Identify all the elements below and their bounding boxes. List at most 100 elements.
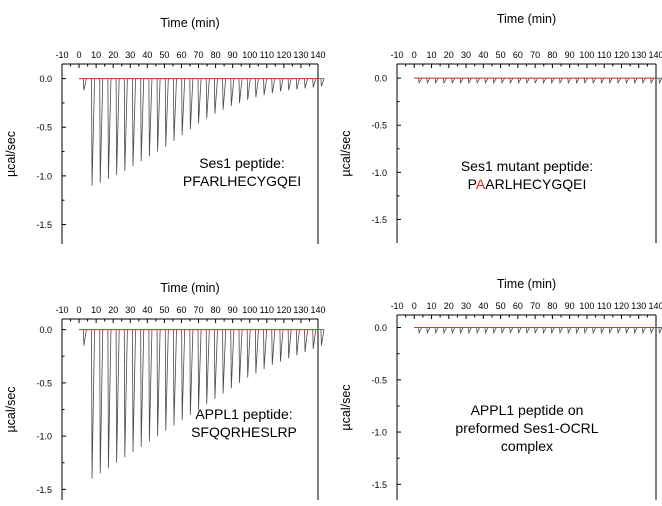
itc-panel: -10 0 10 20 30 40 50 60 70 80 90 100 110 120 130 140 0.0… xyxy=(339,277,662,500)
x-tick-label: 110 xyxy=(597,50,611,60)
y-axis-title: µcal/sec xyxy=(4,131,18,177)
x-tick-label: 30 xyxy=(125,305,135,315)
x-tick-label: 10 xyxy=(91,50,101,60)
y-tick-label: 0.0 xyxy=(374,74,387,84)
y-tick-label: -0.5 xyxy=(36,378,52,388)
x-axis-title: Time (min) xyxy=(160,281,219,295)
x-tick-label: 80 xyxy=(211,305,221,315)
x-tick-label: 140 xyxy=(648,50,662,60)
peptide-annotation-line: APPL1 peptide on xyxy=(471,402,584,418)
x-tick-label: 100 xyxy=(242,50,257,60)
x-tick-label: 130 xyxy=(293,50,308,60)
x-tick-label: 80 xyxy=(547,50,557,60)
x-tick-label: 90 xyxy=(565,50,575,60)
x-tick-label: 110 xyxy=(597,301,611,311)
peptide-annotation-line: Ses1 mutant peptide: xyxy=(461,158,593,174)
x-tick-label: -10 xyxy=(390,50,403,60)
itc-panel: -10 0 10 20 30 40 50 60 70 80 90 100 110 120 130 140 0.0… xyxy=(339,12,662,243)
x-tick-label: 70 xyxy=(194,50,204,60)
x-tick-label: 0 xyxy=(412,301,417,311)
y-tick-label: 0.0 xyxy=(39,74,52,84)
y-tick-label: -1.0 xyxy=(36,432,52,442)
mutated-residue: A xyxy=(476,176,486,192)
x-tick-label: 40 xyxy=(142,305,152,315)
y-axis-title: µcal/sec xyxy=(339,384,353,430)
peptide-annotation-line: PAARLHECYGQEI xyxy=(468,176,587,192)
y-tick-label: -1.0 xyxy=(36,171,52,181)
x-tick-label: 50 xyxy=(159,305,169,315)
y-tick-label: -1.5 xyxy=(371,480,387,490)
x-tick-label: 80 xyxy=(547,301,557,311)
x-tick-label: -10 xyxy=(55,305,68,315)
x-tick-label: 0 xyxy=(77,50,82,60)
x-tick-label: 10 xyxy=(91,305,101,315)
x-tick-label: 70 xyxy=(530,301,540,311)
x-tick-label: 100 xyxy=(242,305,257,315)
thermogram-trace xyxy=(79,329,325,479)
x-tick-label: 60 xyxy=(513,301,523,311)
x-tick-label: 20 xyxy=(444,50,454,60)
y-tick-label: 0.0 xyxy=(374,323,387,333)
x-tick-label: 10 xyxy=(427,50,437,60)
peptide-annotation-line: PFARLHECYGQEI xyxy=(183,173,301,189)
x-tick-label: -10 xyxy=(390,301,403,311)
x-tick-label: 40 xyxy=(478,301,488,311)
itc-panel: -10 0 10 20 30 40 50 60 70 80 90 100 110 120 130 140 0.0… xyxy=(4,16,326,244)
x-tick-label: 70 xyxy=(194,305,204,315)
x-tick-label: 60 xyxy=(513,50,523,60)
x-tick-label: 50 xyxy=(159,50,169,60)
x-tick-label: 90 xyxy=(565,301,575,311)
thermogram-trace xyxy=(414,77,662,85)
x-tick-label: 90 xyxy=(228,50,238,60)
x-tick-label: 20 xyxy=(444,301,454,311)
x-tick-label: 100 xyxy=(579,50,594,60)
x-tick-label: 110 xyxy=(260,305,274,315)
x-tick-label: 30 xyxy=(125,50,135,60)
x-tick-label: 120 xyxy=(614,50,629,60)
x-tick-label: 60 xyxy=(176,50,186,60)
x-tick-label: 120 xyxy=(614,301,629,311)
x-tick-label: 30 xyxy=(461,301,471,311)
y-tick-label: 0.0 xyxy=(39,325,52,335)
x-tick-label: 70 xyxy=(530,50,540,60)
y-tick-label: -1.0 xyxy=(371,168,387,178)
x-tick-label: 140 xyxy=(310,50,325,60)
y-tick-label: -1.5 xyxy=(36,485,52,495)
x-axis-title: Time (min) xyxy=(497,277,556,291)
x-tick-label: 130 xyxy=(293,305,308,315)
x-tick-label: 90 xyxy=(228,305,238,315)
x-tick-label: 140 xyxy=(310,305,325,315)
x-tick-label: 50 xyxy=(496,50,506,60)
x-tick-label: 120 xyxy=(276,305,291,315)
x-tick-label: 40 xyxy=(142,50,152,60)
peptide-annotation-line: SFQQRHESLRP xyxy=(191,424,297,440)
sequence-part: P xyxy=(468,176,477,192)
y-axis-title: µcal/sec xyxy=(339,130,353,176)
sequence-part: ARLHECYGQEI xyxy=(485,176,586,192)
x-tick-label: 50 xyxy=(496,301,506,311)
y-axis-title: µcal/sec xyxy=(4,386,18,432)
x-tick-label: 30 xyxy=(461,50,471,60)
x-tick-label: 120 xyxy=(276,50,291,60)
x-tick-label: 20 xyxy=(108,305,118,315)
x-tick-label: -10 xyxy=(55,50,68,60)
x-tick-label: 40 xyxy=(478,50,488,60)
y-tick-label: -1.5 xyxy=(36,220,52,230)
x-axis-title: Time (min) xyxy=(160,16,219,30)
x-tick-label: 60 xyxy=(176,305,186,315)
x-tick-label: 0 xyxy=(77,305,82,315)
x-axis-title: Time (min) xyxy=(497,12,556,26)
peptide-annotation-line: Ses1 peptide: xyxy=(199,155,285,171)
x-tick-label: 20 xyxy=(108,50,118,60)
thermogram-trace xyxy=(414,327,662,335)
x-tick-label: 130 xyxy=(631,301,646,311)
x-tick-label: 10 xyxy=(427,301,437,311)
x-tick-label: 130 xyxy=(631,50,646,60)
y-tick-label: -0.5 xyxy=(36,123,52,133)
y-tick-label: -1.5 xyxy=(371,215,387,225)
y-tick-label: -0.5 xyxy=(371,121,387,131)
x-tick-label: 80 xyxy=(211,50,221,60)
y-tick-label: -0.5 xyxy=(371,375,387,385)
peptide-annotation-line: complex xyxy=(501,438,553,454)
